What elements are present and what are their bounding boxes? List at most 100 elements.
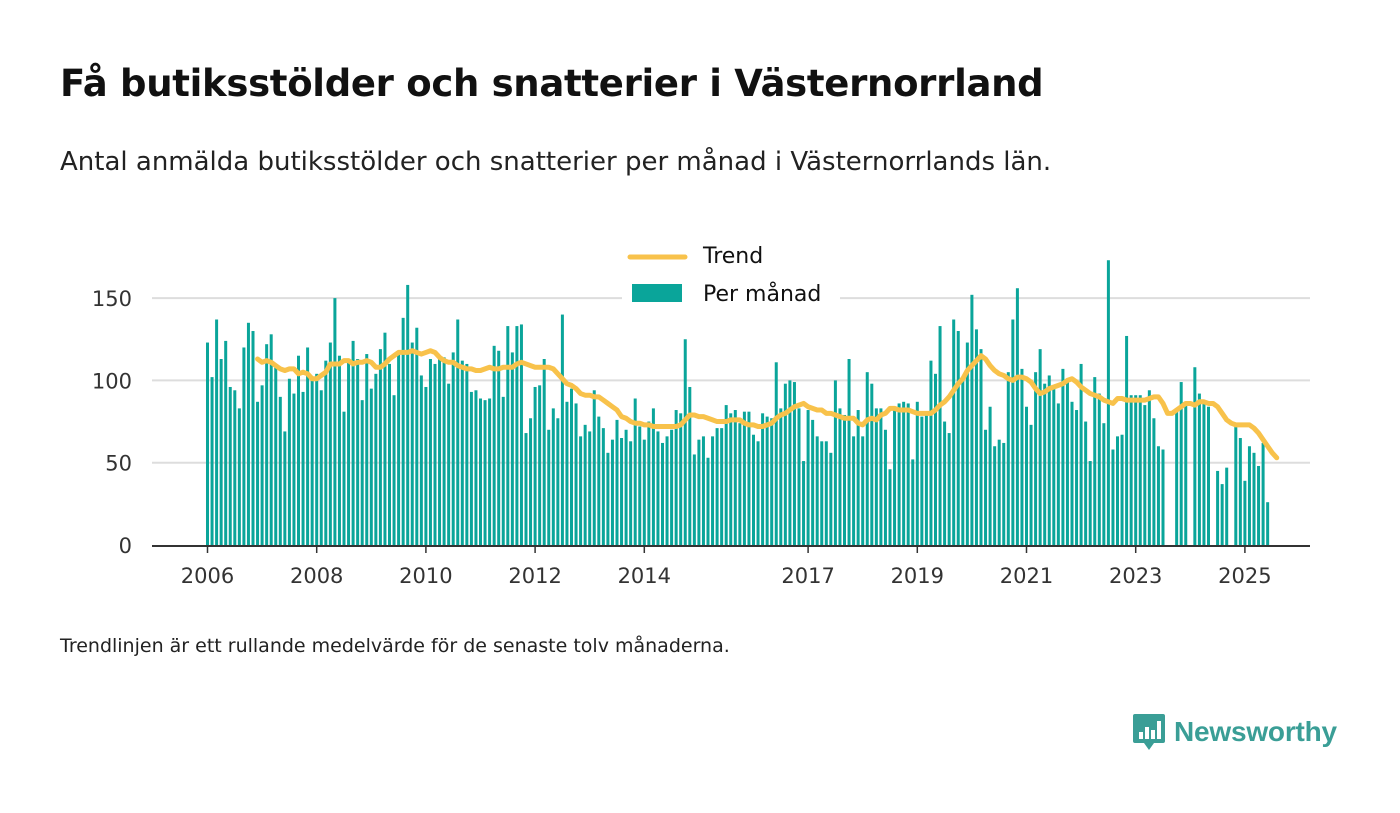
bar xyxy=(742,411,746,545)
bar xyxy=(1025,406,1028,545)
y-tick-label: 100 xyxy=(92,369,132,393)
bar xyxy=(1134,395,1138,545)
bar xyxy=(979,349,983,545)
bar xyxy=(415,327,419,545)
bar xyxy=(961,380,965,545)
bar xyxy=(251,331,255,545)
bar xyxy=(1161,449,1165,545)
brand-logo: Newsworthy xyxy=(1132,712,1337,752)
bar xyxy=(1056,403,1060,545)
bar xyxy=(729,413,733,545)
bar xyxy=(378,349,382,545)
bar xyxy=(242,347,246,545)
bar xyxy=(310,377,314,545)
bar xyxy=(265,344,269,545)
x-tick-labels: 2006 2008 2010 2012 2014 2017 2019 2021 2023 2025 xyxy=(181,564,1272,588)
bar xyxy=(792,382,796,545)
bar xyxy=(615,419,619,545)
bar xyxy=(397,352,401,545)
bar xyxy=(984,429,988,545)
bar xyxy=(679,413,683,545)
bar xyxy=(1184,403,1188,545)
bar xyxy=(1252,452,1256,545)
bar xyxy=(747,411,751,545)
bar xyxy=(756,441,760,545)
bar xyxy=(952,319,956,545)
bar xyxy=(347,359,351,545)
x-tick-label: 2006 xyxy=(181,564,234,588)
bar xyxy=(597,416,601,545)
bar xyxy=(1015,288,1019,545)
bar xyxy=(601,428,605,545)
bar xyxy=(1061,368,1065,545)
bar xyxy=(924,413,928,545)
bar xyxy=(651,408,655,545)
bar xyxy=(633,398,637,545)
bar xyxy=(1179,382,1183,545)
bar xyxy=(997,439,1001,545)
bar xyxy=(456,319,460,545)
bar xyxy=(524,433,528,545)
bar xyxy=(783,383,787,545)
bar xyxy=(956,331,960,545)
bar xyxy=(688,386,692,545)
bar xyxy=(1084,421,1088,545)
bar xyxy=(888,469,892,545)
bar xyxy=(1225,467,1229,545)
x-tick-label: 2014 xyxy=(618,564,671,588)
bar xyxy=(547,429,551,545)
trend-line xyxy=(255,348,1280,461)
bar xyxy=(711,436,715,545)
x-tick-label: 2025 xyxy=(1218,564,1271,588)
bar xyxy=(492,345,496,545)
bar xyxy=(1038,349,1042,545)
bar xyxy=(738,423,742,545)
bar xyxy=(328,342,332,545)
bar xyxy=(647,421,651,545)
bar xyxy=(706,457,710,545)
bar xyxy=(424,386,428,545)
bar xyxy=(260,385,264,545)
y-tick-label: 150 xyxy=(92,287,132,311)
bar xyxy=(911,459,915,545)
x-tick-label: 2010 xyxy=(399,564,452,588)
bar xyxy=(752,434,755,545)
bar xyxy=(993,446,997,545)
bar xyxy=(1129,395,1133,545)
bar xyxy=(1065,378,1069,545)
bar xyxy=(388,363,391,545)
bar xyxy=(1047,375,1051,545)
bar xyxy=(852,436,856,545)
bar xyxy=(833,380,837,545)
bar xyxy=(592,390,596,545)
bar xyxy=(274,363,278,545)
bar xyxy=(438,355,442,545)
bar xyxy=(856,410,860,545)
bar xyxy=(797,408,801,545)
bar xyxy=(883,429,887,545)
y-tick-label: 50 xyxy=(105,452,132,476)
bar xyxy=(506,326,510,545)
bar xyxy=(1125,335,1129,545)
bar xyxy=(902,401,906,545)
bar xyxy=(565,401,569,545)
x-tick-label: 2008 xyxy=(290,564,343,588)
bar xyxy=(642,439,646,545)
bar xyxy=(324,360,328,545)
bar xyxy=(356,359,360,545)
bar xyxy=(965,342,969,545)
bar xyxy=(806,410,810,545)
bar xyxy=(206,342,209,545)
bar xyxy=(761,413,765,545)
bar xyxy=(774,362,778,545)
bar xyxy=(1156,446,1160,545)
bar xyxy=(1234,426,1238,545)
bar xyxy=(897,403,901,545)
bar xyxy=(1043,383,1047,545)
bar xyxy=(1257,465,1261,545)
bar xyxy=(715,428,719,545)
bar xyxy=(369,388,373,545)
bar xyxy=(1175,408,1179,545)
brand-name: Newsworthy xyxy=(1174,716,1337,747)
bar xyxy=(1238,438,1242,545)
